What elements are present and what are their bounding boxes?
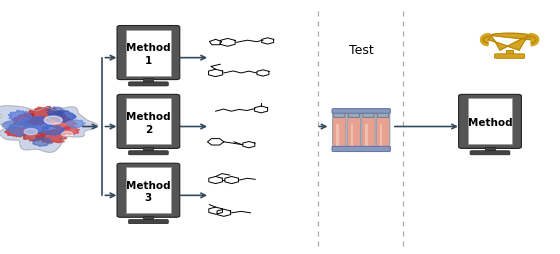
Polygon shape [24,129,38,135]
FancyBboxPatch shape [129,151,168,155]
Polygon shape [489,34,530,51]
Bar [143,147,153,152]
Text: Method
1: Method 1 [126,43,171,66]
Bar [351,124,353,146]
Polygon shape [36,130,67,144]
Polygon shape [48,111,76,123]
FancyBboxPatch shape [129,83,168,87]
Polygon shape [62,132,73,137]
Text: Test: Test [349,44,374,57]
FancyBboxPatch shape [117,164,180,217]
Bar [506,51,513,55]
FancyBboxPatch shape [494,55,525,59]
Polygon shape [12,114,40,128]
Polygon shape [50,118,77,131]
Text: Method
3: Method 3 [126,180,171,203]
FancyBboxPatch shape [363,111,374,118]
Bar [126,99,171,145]
FancyBboxPatch shape [362,111,375,150]
FancyBboxPatch shape [347,111,361,150]
FancyBboxPatch shape [377,111,389,118]
Bar [143,79,153,83]
Bar [126,30,171,76]
Bar [126,168,171,213]
Polygon shape [0,106,97,153]
Bar [380,124,382,146]
FancyBboxPatch shape [376,111,390,150]
Polygon shape [32,138,52,147]
FancyBboxPatch shape [332,109,390,114]
FancyBboxPatch shape [117,95,180,149]
FancyBboxPatch shape [470,151,510,155]
Polygon shape [17,117,53,134]
FancyBboxPatch shape [459,95,521,149]
Polygon shape [6,123,38,137]
FancyBboxPatch shape [333,111,346,150]
FancyBboxPatch shape [348,111,360,118]
Polygon shape [43,126,66,136]
Bar [336,124,339,146]
Bar [334,113,338,148]
Polygon shape [46,107,65,116]
FancyBboxPatch shape [129,220,168,224]
FancyBboxPatch shape [332,147,390,152]
Polygon shape [44,117,62,125]
Bar [485,147,495,152]
Polygon shape [60,127,80,135]
Polygon shape [5,128,28,137]
Polygon shape [67,120,86,129]
Bar [468,99,512,145]
FancyBboxPatch shape [117,26,180,80]
Polygon shape [26,118,47,126]
Text: Method: Method [468,118,512,128]
Polygon shape [24,107,66,124]
Bar [365,124,368,146]
Polygon shape [22,132,46,142]
FancyBboxPatch shape [334,111,345,118]
Bar [384,113,389,148]
Text: Method
2: Method 2 [126,112,171,134]
Polygon shape [8,111,32,122]
Polygon shape [2,121,21,130]
Bar [143,216,153,220]
